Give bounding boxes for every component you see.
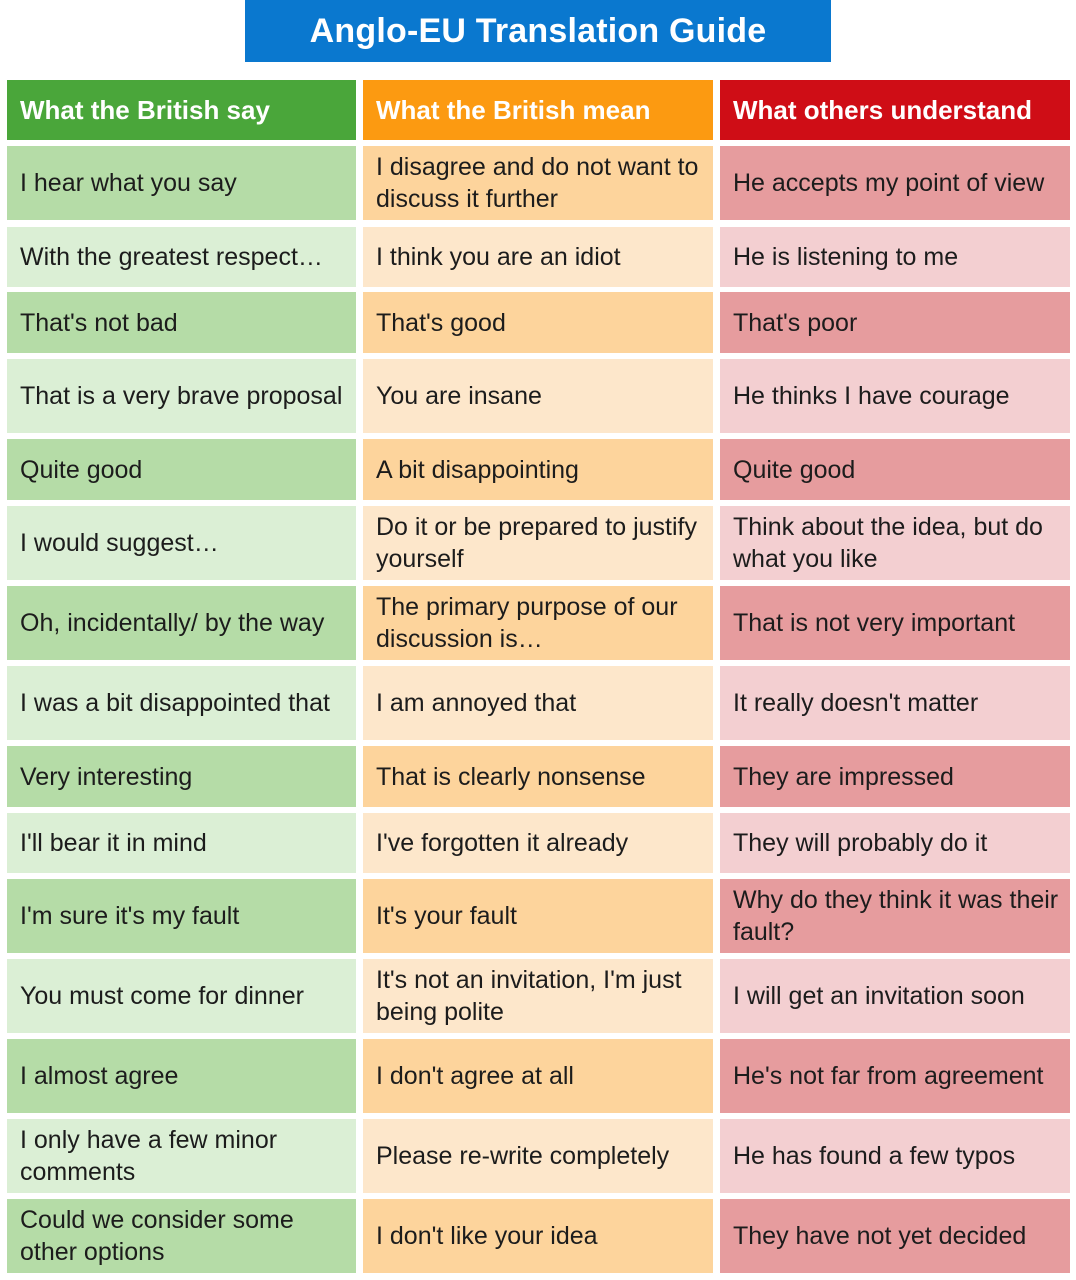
table-row: I'm sure it's my fault It's your fault Why… (7, 879, 1070, 953)
cell-say: I'm sure it's my fault (7, 879, 356, 953)
table-row: You must come for dinner It's not an invi… (7, 959, 1070, 1033)
cell-understand: Why do they think it was their fault? (720, 879, 1070, 953)
cell-understand: They have not yet decided (720, 1199, 1070, 1273)
cell-mean: That's good (363, 292, 713, 353)
cell-understand: He is listening to me (720, 227, 1070, 287)
table-row: I only have a few minor comments Please r… (7, 1119, 1070, 1193)
table-row: Very interesting That is clearly nonsense… (7, 746, 1070, 807)
cell-understand: That is not very important (720, 586, 1070, 660)
table-row: That's not bad That's good That's poor (7, 292, 1070, 353)
cell-understand: He thinks I have courage (720, 359, 1070, 433)
table-header: What the British say What the British me… (7, 80, 1070, 140)
cell-understand: He has found a few typos (720, 1119, 1070, 1193)
cell-understand: Quite good (720, 439, 1070, 500)
table-row: Oh, incidentally/ by the way The primary … (7, 586, 1070, 660)
cell-say: I'll bear it in mind (7, 813, 356, 873)
cell-mean: I think you are an idiot (363, 227, 713, 287)
cell-mean: I disagree and do not want to discuss it… (363, 146, 713, 220)
cell-understand: I will get an invitation soon (720, 959, 1070, 1033)
cell-mean: The primary purpose of our discussion is… (363, 586, 713, 660)
cell-mean: I don't agree at all (363, 1039, 713, 1113)
table-row: With the greatest respect… I think you ar… (7, 227, 1070, 287)
cell-say: With the greatest respect… (7, 227, 356, 287)
cell-mean: You are insane (363, 359, 713, 433)
cell-say: I would suggest… (7, 506, 356, 580)
table-row: I hear what you say I disagree and do not… (7, 146, 1070, 220)
column-header-understand: What others understand (720, 80, 1070, 140)
cell-understand: He's not far from agreement (720, 1039, 1070, 1113)
cell-say: I hear what you say (7, 146, 356, 220)
cell-say: That's not bad (7, 292, 356, 353)
table-row: I'll bear it in mind I've forgotten it al… (7, 813, 1070, 873)
cell-mean: A bit disappointing (363, 439, 713, 500)
table-row: I would suggest… Do it or be prepared to … (7, 506, 1070, 580)
cell-mean: It's not an invitation, I'm just being p… (363, 959, 713, 1033)
cell-say: I was a bit disappointed that (7, 666, 356, 740)
cell-understand: That's poor (720, 292, 1070, 353)
cell-mean: Please re-write completely (363, 1119, 713, 1193)
cell-say: That is a very brave proposal (7, 359, 356, 433)
cell-understand: Think about the idea, but do what you li… (720, 506, 1070, 580)
cell-understand: He accepts my point of view (720, 146, 1070, 220)
cell-say: Could we consider some other options (7, 1199, 356, 1273)
cell-understand: They will probably do it (720, 813, 1070, 873)
cell-mean: It's your fault (363, 879, 713, 953)
column-header-mean: What the British mean (363, 80, 713, 140)
table-row: Could we consider some other options I do… (7, 1199, 1070, 1273)
cell-say: Very interesting (7, 746, 356, 807)
cell-mean: I don't like your idea (363, 1199, 713, 1273)
cell-say: I only have a few minor comments (7, 1119, 356, 1193)
cell-say: You must come for dinner (7, 959, 356, 1033)
cell-say: Oh, incidentally/ by the way (7, 586, 356, 660)
cell-understand: They are impressed (720, 746, 1070, 807)
table-row: That is a very brave proposal You are ins… (7, 359, 1070, 433)
column-header-say: What the British say (7, 80, 356, 140)
cell-mean: I am annoyed that (363, 666, 713, 740)
cell-mean: I've forgotten it already (363, 813, 713, 873)
cell-mean: That is clearly nonsense (363, 746, 713, 807)
page-title: Anglo-EU Translation Guide (309, 11, 767, 50)
cell-say: I almost agree (7, 1039, 356, 1113)
table-row: Quite good A bit disappointing Quite good (7, 439, 1070, 500)
cell-say: Quite good (7, 439, 356, 500)
title-banner: Anglo-EU Translation Guide (245, 0, 831, 62)
cell-understand: It really doesn't matter (720, 666, 1070, 740)
table-row: I almost agree I don't agree at all He's n… (7, 1039, 1070, 1113)
cell-mean: Do it or be prepared to justify yourself (363, 506, 713, 580)
table-row: I was a bit disappointed that I am annoye… (7, 666, 1070, 740)
